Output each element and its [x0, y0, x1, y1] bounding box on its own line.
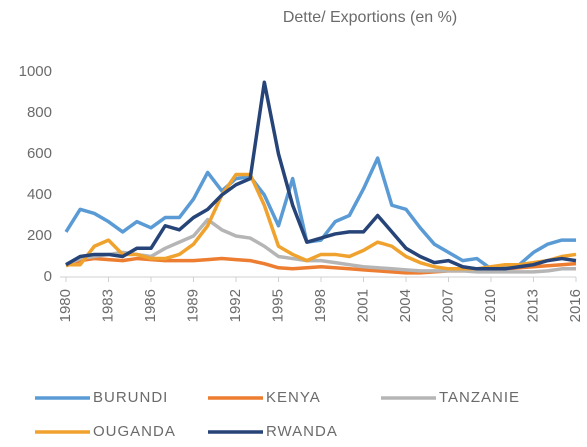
x-tick-label: 1995 — [269, 289, 286, 322]
x-tick-label: 1980 — [57, 289, 74, 322]
x-tick-label: 2007 — [439, 289, 456, 322]
y-tick-label: 200 — [27, 227, 52, 244]
y-tick-label: 400 — [27, 186, 52, 203]
y-tick-label: 800 — [27, 104, 52, 121]
x-tick-label: 2001 — [354, 289, 371, 322]
y-tick-label: 600 — [27, 145, 52, 162]
series-line — [65, 80, 577, 271]
y-tick-label: 1000 — [19, 63, 52, 80]
legend-label: OUGANDA — [93, 423, 176, 440]
series-line — [66, 172, 577, 271]
legend-label: TANZANIE — [439, 389, 520, 406]
series-line — [64, 156, 576, 271]
x-tick-label: 1992 — [227, 289, 244, 322]
x-tick-label: 2004 — [397, 289, 414, 322]
x-tick-label: 1989 — [184, 289, 201, 322]
y-tick-label: 0 — [44, 268, 52, 285]
x-tick-label: 1986 — [142, 289, 159, 322]
legend-label: RWANDA — [266, 423, 338, 440]
chart-title: Dette/ Exportions (en %) — [283, 9, 457, 26]
x-tick-label: 2013 — [524, 289, 541, 322]
x-tick-label: 2010 — [482, 289, 499, 322]
legend-label: BURUNDI — [93, 389, 168, 406]
x-tick-label: 2016 — [567, 289, 584, 322]
x-tick-label: 1998 — [312, 289, 329, 322]
legend-label: KENYA — [266, 389, 321, 406]
x-tick-label: 1983 — [99, 289, 116, 322]
series-line — [65, 217, 576, 274]
